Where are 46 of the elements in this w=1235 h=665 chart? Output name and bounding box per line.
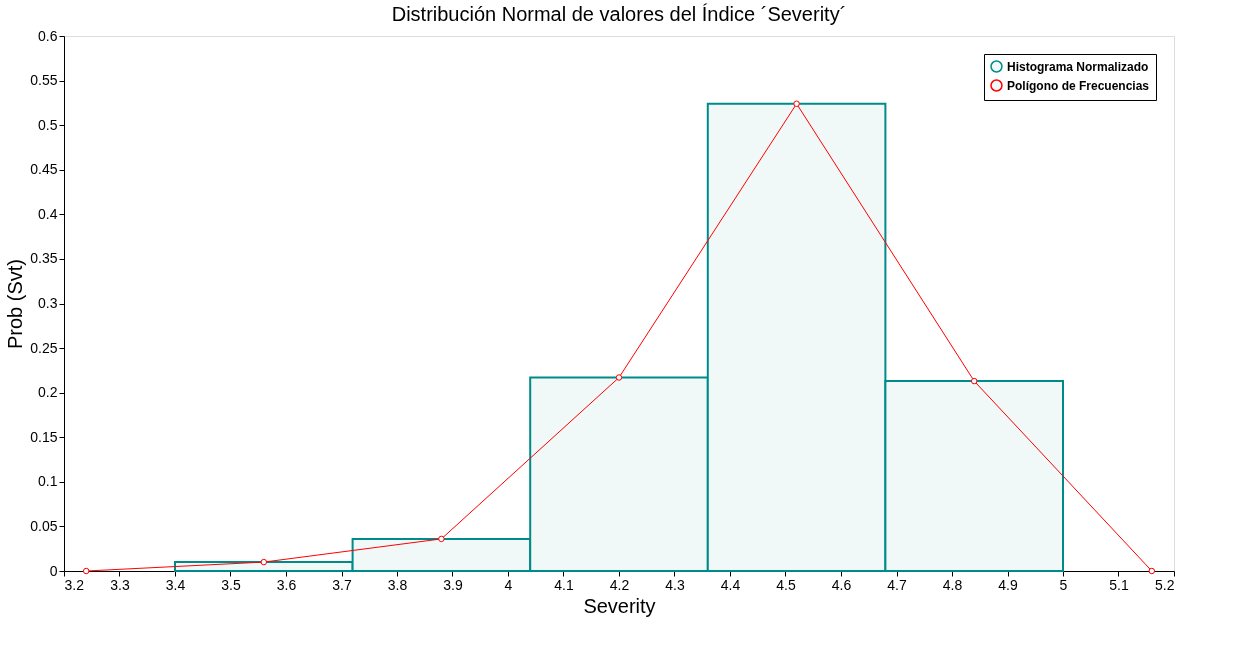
x-tick-label: 3.7 [332, 576, 352, 593]
point [82, 567, 90, 575]
y-tick-label: 0.2 [38, 384, 58, 401]
x-tick-label: 3.5 [221, 576, 241, 593]
x-tick-label: 3.8 [387, 576, 408, 593]
y-tick-label: 0.45 [30, 161, 58, 178]
x-axis-title: Severity [583, 594, 656, 617]
x-tick-label: 3.6 [276, 576, 297, 593]
x-tick-label: 4.4 [720, 576, 741, 593]
x-tick-label: 4.3 [665, 576, 685, 593]
y-tick-label: 0.4 [38, 205, 58, 222]
point [793, 100, 800, 107]
y-tick-label: 0.55 [30, 72, 58, 89]
x-tick-label: 5.1 [1109, 576, 1129, 593]
legend-label: Histograma Normalizado [1007, 59, 1149, 74]
y-tick-label: 0.3 [38, 295, 58, 311]
legend-label: Polígono de Frecuencias [1007, 78, 1150, 93]
point [970, 377, 978, 385]
point [615, 374, 623, 381]
y-tick-label: 0.05 [30, 517, 58, 534]
y-axis-title: Prob (Svt) [4, 258, 27, 350]
point [260, 558, 268, 566]
x-tick-label: 4.5 [776, 576, 796, 593]
x-tick-label: 3.3 [110, 576, 130, 593]
x-tick-label: 4.2 [609, 576, 630, 593]
chart-title: Distribución Normal de valores del Índice ´Severity´ [391, 3, 847, 25]
y-tick-label: 0.5 [38, 116, 58, 133]
x-tick-label: 5 [1059, 576, 1068, 593]
x-tick-label: 3.2 [64, 576, 85, 593]
x-tick-label: 4.1 [554, 576, 574, 593]
y-tick-label: 0.35 [30, 250, 58, 267]
x-tick-label: 4.6 [831, 576, 852, 593]
y-tick-label: 0.15 [30, 428, 58, 445]
x-tick-label: 4.7 [887, 576, 907, 593]
x-tick-label: 4 [504, 576, 513, 593]
x-tick-label: 4.9 [998, 576, 1018, 593]
y-tick-label: 0.25 [30, 339, 58, 356]
point [1148, 567, 1156, 575]
point [438, 535, 445, 543]
y-tick-label: 0.6 [38, 27, 58, 44]
x-tick-label: 3.9 [443, 576, 463, 593]
x-tick-label: 3.4 [165, 576, 186, 593]
x-tick-label: 4.8 [942, 576, 963, 593]
x-tick-label: 5.2 [1155, 576, 1175, 593]
y-tick-label: 0 [49, 562, 58, 579]
y-tick-label: 0.1 [38, 473, 58, 490]
